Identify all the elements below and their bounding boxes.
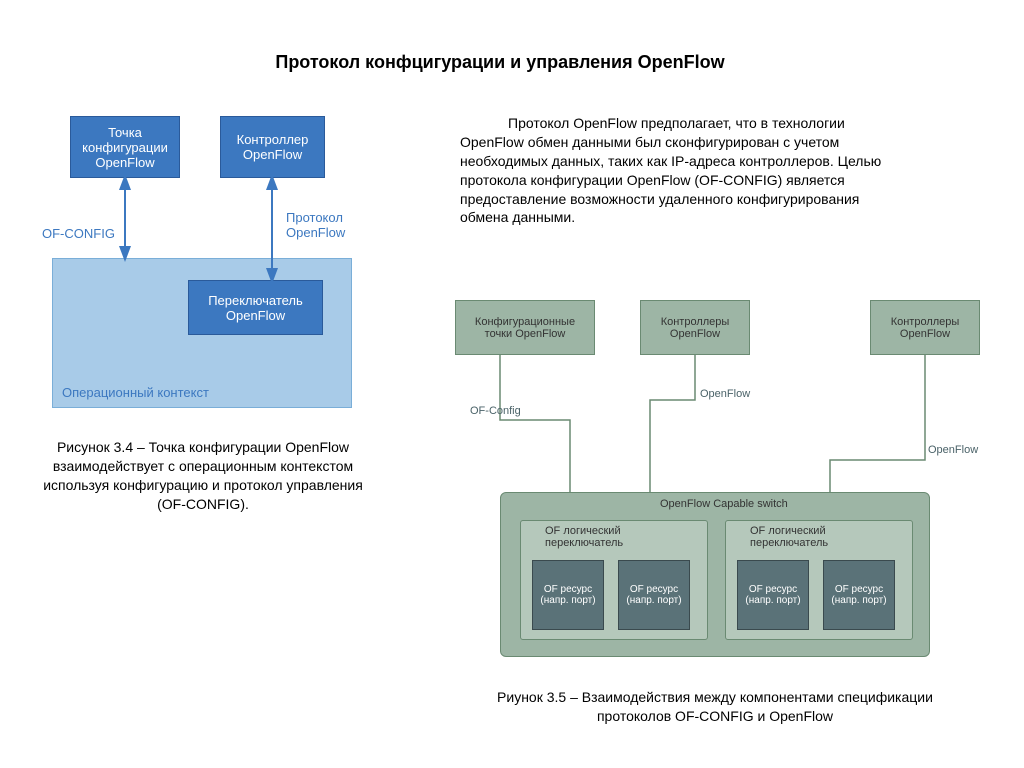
fig35-capable-switch-label: OpenFlow Capable switch — [660, 498, 788, 510]
fig35-controllers2-box: Контроллеры OpenFlow — [870, 300, 980, 355]
fig34-controller-box: Контроллер OpenFlow — [220, 116, 325, 178]
fig35-openflow-label1: OpenFlow — [700, 388, 750, 400]
fig34-switch-box: Переключатель OpenFlow — [188, 280, 323, 335]
fig35-ls2-res2: OF ресурс (напр. порт) — [823, 560, 895, 630]
fig35-openflow-label2: OpenFlow — [928, 444, 978, 456]
fig34-ofconfig-label: OF-CONFIG — [42, 226, 115, 241]
fig34-config-point-box: Точка конфигурации OpenFlow — [70, 116, 180, 178]
fig35-ofconfig-label: OF-Config — [470, 405, 521, 417]
fig35-ls1-label: OF логический переключатель — [545, 525, 685, 549]
page-title: Протокол конфцигурации и управления Open… — [170, 52, 830, 73]
fig35-ls2-label: OF логический переключатель — [750, 525, 890, 549]
fig35-ls1-res1: OF ресурс (напр. порт) — [532, 560, 604, 630]
fig35-ls2-res1: OF ресурс (напр. порт) — [737, 560, 809, 630]
fig35-caption: Риунок 3.5 – Взаимодействия между компон… — [485, 688, 945, 726]
fig35-config-points-box: Конфигурационные точки OpenFlow — [455, 300, 595, 355]
body-paragraph: Протокол OpenFlow предполагает, что в те… — [460, 114, 910, 227]
fig34-protocol-label: Протокол OpenFlow — [286, 210, 366, 240]
fig34-caption: Рисунок 3.4 – Точка конфигурации OpenFlo… — [28, 438, 378, 514]
fig35-controllers1-box: Контроллеры OpenFlow — [640, 300, 750, 355]
fig34-context-label: Операционный контекст — [62, 385, 209, 400]
fig35-ls1-res2: OF ресурс (напр. порт) — [618, 560, 690, 630]
